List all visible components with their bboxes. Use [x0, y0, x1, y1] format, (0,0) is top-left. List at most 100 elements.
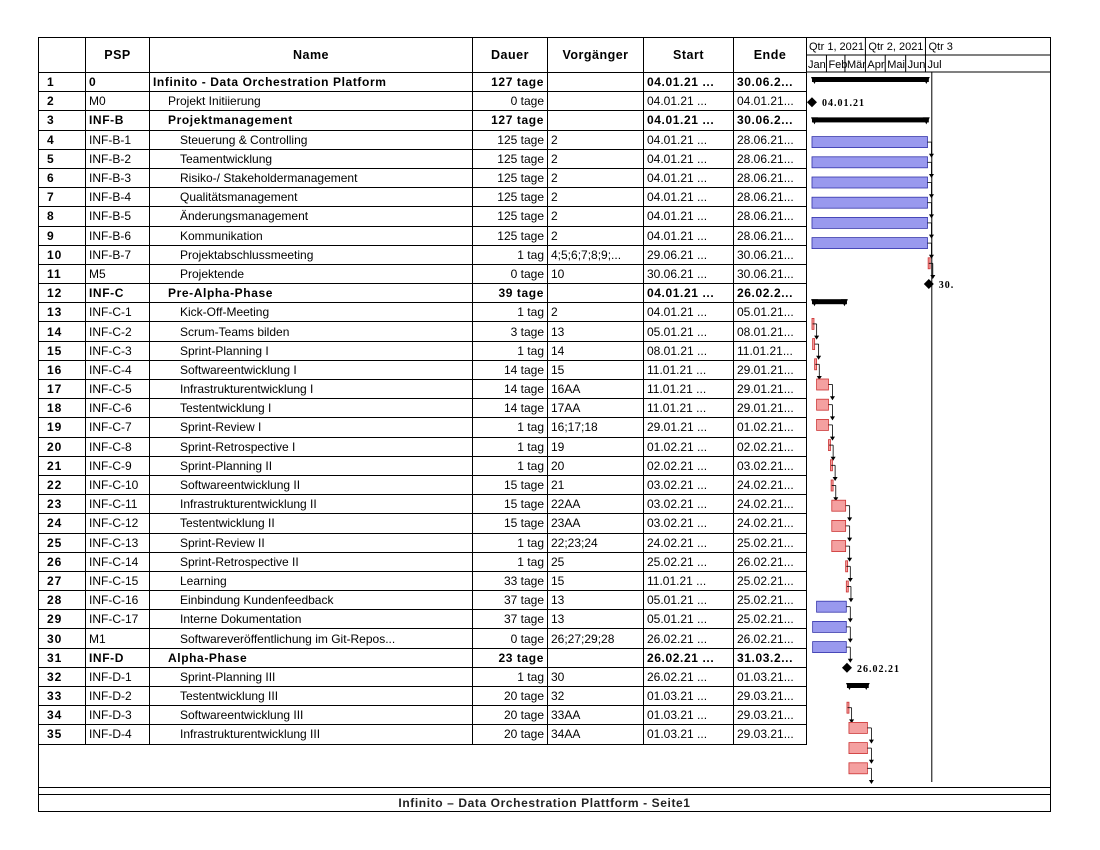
- row-id-cell[interactable]: 5: [38, 148, 86, 169]
- start-cell[interactable]: 03.02.21 ...: [643, 474, 734, 496]
- ende-cell[interactable]: 24.02.21...: [733, 494, 807, 515]
- vorgaenger-cell[interactable]: 25: [547, 551, 644, 572]
- col-header-ende[interactable]: Ende: [733, 37, 807, 73]
- start-cell[interactable]: 04.01.21 ...: [643, 187, 734, 208]
- table-row[interactable]: 28 INF-C-16 Einbindung Kundenfeedback 37 ta…: [38, 590, 807, 611]
- ende-cell[interactable]: 25.02.21...: [733, 532, 807, 553]
- start-cell[interactable]: 05.01.21 ...: [643, 321, 734, 342]
- vorgaenger-cell[interactable]: 2: [547, 302, 644, 323]
- psp-cell[interactable]: INF-C-5: [85, 378, 150, 400]
- dauer-cell[interactable]: 125 tage: [472, 225, 548, 246]
- start-cell[interactable]: 26.02.21 ...: [643, 647, 734, 668]
- psp-cell[interactable]: INF-B-4: [85, 187, 150, 208]
- row-id-cell[interactable]: 3: [38, 110, 86, 131]
- start-cell[interactable]: 11.01.21 ...: [643, 359, 734, 381]
- table-row[interactable]: 29 INF-C-17 Interne Dokumentation 37 tage 13…: [38, 609, 807, 630]
- task-name-cell[interactable]: Softwareentwicklung I: [149, 359, 473, 381]
- dauer-cell[interactable]: 3 tage: [472, 321, 548, 342]
- psp-cell[interactable]: INF-C-13: [85, 532, 150, 553]
- psp-cell[interactable]: INF-B-6: [85, 225, 150, 246]
- psp-cell[interactable]: 0: [85, 71, 150, 93]
- vorgaenger-cell[interactable]: 22AA: [547, 494, 644, 515]
- row-id-cell[interactable]: 22: [38, 474, 86, 496]
- row-id-cell[interactable]: 21: [38, 455, 86, 476]
- row-id-cell[interactable]: 16: [38, 359, 86, 381]
- row-id-cell[interactable]: 20: [38, 436, 86, 457]
- dauer-cell[interactable]: 125 tage: [472, 148, 548, 169]
- row-id-cell[interactable]: 34: [38, 705, 86, 726]
- task-name-cell[interactable]: Einbindung Kundenfeedback: [149, 590, 473, 611]
- start-cell[interactable]: 11.01.21 ...: [643, 398, 734, 419]
- start-cell[interactable]: 26.02.21 ...: [643, 628, 734, 649]
- table-row[interactable]: 27 INF-C-15 Learning 33 tage 15 11.01.21 ... 2…: [38, 570, 807, 592]
- vorgaenger-cell[interactable]: [547, 647, 644, 668]
- dauer-cell[interactable]: 1 tag: [472, 244, 548, 265]
- vorgaenger-cell[interactable]: 22;23;24: [547, 532, 644, 553]
- task-name-cell[interactable]: Teamentwicklung: [149, 148, 473, 169]
- table-row[interactable]: 26 INF-C-14 Sprint-Retrospective II 1 tag 25…: [38, 551, 807, 572]
- vorgaenger-cell[interactable]: 2: [547, 129, 644, 150]
- table-row[interactable]: 22 INF-C-10 Softwareentwicklung II 15 tage 2…: [38, 474, 807, 496]
- ende-cell[interactable]: 29.03.21...: [733, 685, 807, 707]
- dauer-cell[interactable]: 37 tage: [472, 609, 548, 630]
- ende-cell[interactable]: 03.02.21...: [733, 455, 807, 476]
- task-name-cell[interactable]: Testentwicklung II: [149, 513, 473, 534]
- task-name-cell[interactable]: Infinito - Data Orchestration Platform: [149, 71, 473, 93]
- task-name-cell[interactable]: Infrastrukturentwicklung I: [149, 378, 473, 400]
- ende-cell[interactable]: 30.06.21...: [733, 244, 807, 265]
- dauer-cell[interactable]: 1 tag: [472, 417, 548, 438]
- start-cell[interactable]: 04.01.21 ...: [643, 167, 734, 189]
- task-name-cell[interactable]: Projektende: [149, 263, 473, 285]
- ende-cell[interactable]: 30.06.2...: [733, 110, 807, 131]
- ende-cell[interactable]: 30.06.21...: [733, 263, 807, 285]
- psp-cell[interactable]: INF-B-3: [85, 167, 150, 189]
- start-cell[interactable]: 01.03.21 ...: [643, 685, 734, 707]
- vorgaenger-cell[interactable]: 15: [547, 570, 644, 592]
- table-row[interactable]: 8 INF-B-5 Änderungsmanagement 125 tage 2 04.0…: [38, 206, 807, 227]
- start-cell[interactable]: 04.01.21 ...: [643, 302, 734, 323]
- start-cell[interactable]: 29.01.21 ...: [643, 417, 734, 438]
- psp-cell[interactable]: INF-D-4: [85, 724, 150, 745]
- task-name-cell[interactable]: Projektmanagement: [149, 110, 473, 131]
- table-row[interactable]: 4 INF-B-1 Steuerung & Controlling 125 tage 2…: [38, 129, 807, 150]
- ende-cell[interactable]: 28.06.21...: [733, 225, 807, 246]
- table-row[interactable]: 25 INF-C-13 Sprint-Review II 1 tag 22;23;24 2…: [38, 532, 807, 553]
- start-cell[interactable]: 04.01.21 ...: [643, 91, 734, 112]
- task-name-cell[interactable]: Pre-Alpha-Phase: [149, 283, 473, 304]
- dauer-cell[interactable]: 1 tag: [472, 666, 548, 688]
- dauer-cell[interactable]: 20 tage: [472, 685, 548, 707]
- psp-cell[interactable]: INF-B-1: [85, 129, 150, 150]
- row-id-cell[interactable]: 23: [38, 494, 86, 515]
- ende-cell[interactable]: 29.03.21...: [733, 705, 807, 726]
- start-cell[interactable]: 04.01.21 ...: [643, 148, 734, 169]
- row-id-cell[interactable]: 7: [38, 187, 86, 208]
- row-id-cell[interactable]: 17: [38, 378, 86, 400]
- psp-cell[interactable]: INF-B: [85, 110, 150, 131]
- table-row[interactable]: 9 INF-B-6 Kommunikation 125 tage 2 04.01.21 .…: [38, 225, 807, 246]
- ende-cell[interactable]: 25.02.21...: [733, 609, 807, 630]
- psp-cell[interactable]: INF-C-16: [85, 590, 150, 611]
- row-id-cell[interactable]: 10: [38, 244, 86, 265]
- row-id-cell[interactable]: 28: [38, 590, 86, 611]
- table-row[interactable]: 10 INF-B-7 Projektabschlussmeeting 1 tag 4;5…: [38, 244, 807, 265]
- table-row[interactable]: 6 INF-B-3 Risiko-/ Stakeholdermanagement 12…: [38, 167, 807, 189]
- psp-cell[interactable]: INF-B-2: [85, 148, 150, 169]
- task-name-cell[interactable]: Sprint-Planning III: [149, 666, 473, 688]
- task-name-cell[interactable]: Learning: [149, 570, 473, 592]
- dauer-cell[interactable]: 20 tage: [472, 724, 548, 745]
- table-row[interactable]: 35 INF-D-4 Infrastrukturentwicklung III 20 …: [38, 724, 807, 745]
- psp-cell[interactable]: INF-C-11: [85, 494, 150, 515]
- psp-cell[interactable]: INF-C-7: [85, 417, 150, 438]
- task-name-cell[interactable]: Testentwicklung I: [149, 398, 473, 419]
- psp-cell[interactable]: INF-C-15: [85, 570, 150, 592]
- dauer-cell[interactable]: 125 tage: [472, 167, 548, 189]
- task-name-cell[interactable]: Kick-Off-Meeting: [149, 302, 473, 323]
- table-row[interactable]: 24 INF-C-12 Testentwicklung II 15 tage 23AA 0…: [38, 513, 807, 534]
- ende-cell[interactable]: 02.02.21...: [733, 436, 807, 457]
- psp-cell[interactable]: INF-B-5: [85, 206, 150, 227]
- ende-cell[interactable]: 24.02.21...: [733, 474, 807, 496]
- vorgaenger-cell[interactable]: [547, 283, 644, 304]
- start-cell[interactable]: 24.02.21 ...: [643, 532, 734, 553]
